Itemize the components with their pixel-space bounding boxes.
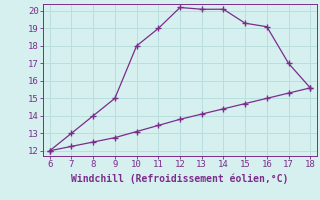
X-axis label: Windchill (Refroidissement éolien,°C): Windchill (Refroidissement éolien,°C): [71, 173, 289, 184]
